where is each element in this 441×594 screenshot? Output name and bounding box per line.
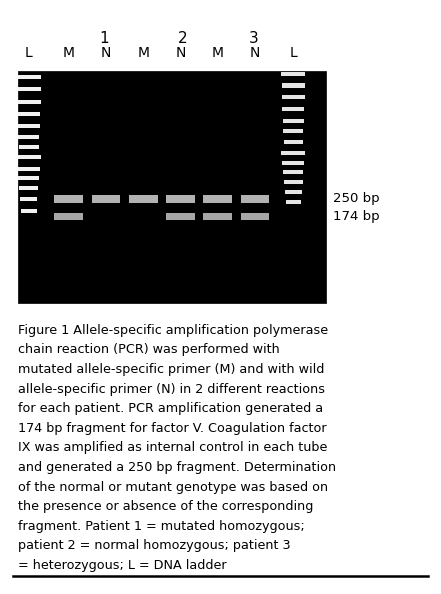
Bar [18,124,40,128]
Bar [284,140,303,144]
Text: L: L [289,46,297,61]
Bar [19,186,38,190]
Bar [283,107,304,112]
Text: for each patient. PCR amplification generated a: for each patient. PCR amplification gene… [18,402,323,415]
Text: Figure 1 Allele-specific amplification polymerase: Figure 1 Allele-specific amplification p… [18,324,328,337]
Bar [283,118,304,122]
Text: = heterozygous; L = DNA ladder: = heterozygous; L = DNA ladder [18,559,226,572]
Bar [17,112,40,116]
Bar [18,71,326,303]
Bar [166,195,195,203]
Bar [21,208,37,213]
Text: M: M [211,46,224,61]
Text: fragment. Patient 1 = mutated homozygous;: fragment. Patient 1 = mutated homozygous… [18,520,304,533]
Text: of the normal or mutant genotype was based on: of the normal or mutant genotype was bas… [18,481,328,494]
Text: 1: 1 [99,31,108,46]
Bar [18,176,39,181]
Text: N: N [250,46,260,61]
Bar [203,195,232,203]
Text: M: M [62,46,75,61]
Bar [18,134,39,138]
Text: M: M [137,46,149,61]
Bar [17,168,40,171]
Text: the presence or absence of the corresponding: the presence or absence of the correspon… [18,500,313,513]
Bar [92,195,120,203]
Bar [281,72,306,76]
Bar [283,170,303,175]
Bar [16,155,41,159]
Text: and generated a 250 bp fragment. Determination: and generated a 250 bp fragment. Determi… [18,461,336,474]
Bar [284,179,303,184]
Bar [203,213,232,220]
Text: 250 bp: 250 bp [333,192,380,206]
Text: mutated allele-specific primer (M) and with wild: mutated allele-specific primer (M) and w… [18,363,324,376]
Bar [241,213,269,220]
Bar [241,195,269,203]
Bar [282,160,304,165]
Text: N: N [176,46,186,61]
Bar [286,200,301,204]
Bar [54,213,83,220]
Text: N: N [101,46,111,61]
Bar [17,100,41,105]
Bar [166,213,195,220]
Bar [129,195,157,203]
Bar [16,87,41,91]
Bar [16,75,41,79]
Text: 174 bp fragment for factor V. Coagulation factor: 174 bp fragment for factor V. Coagulatio… [18,422,326,435]
Text: 2: 2 [178,31,188,46]
Text: chain reaction (PCR) was performed with: chain reaction (PCR) was performed with [18,343,280,356]
Bar [54,195,83,203]
Text: patient 2 = normal homozygous; patient 3: patient 2 = normal homozygous; patient 3 [18,539,290,552]
Text: allele-specific primer (N) in 2 different reactions: allele-specific primer (N) in 2 differen… [18,383,325,396]
Bar [285,189,302,194]
Text: 3: 3 [249,31,258,46]
Bar [19,145,39,149]
Text: 174 bp: 174 bp [333,210,380,223]
Text: L: L [25,46,33,61]
Bar [284,129,303,133]
Bar [282,95,305,100]
Text: IX was amplified as internal control in each tube: IX was amplified as internal control in … [18,441,327,454]
Bar [282,83,305,87]
Bar [20,197,37,201]
Bar [281,150,306,154]
